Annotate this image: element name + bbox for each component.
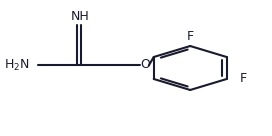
Text: F: F: [187, 30, 194, 43]
Text: NH: NH: [71, 10, 90, 23]
Text: O: O: [140, 58, 150, 71]
Text: H$_2$N: H$_2$N: [4, 58, 29, 73]
Text: F: F: [240, 72, 247, 86]
